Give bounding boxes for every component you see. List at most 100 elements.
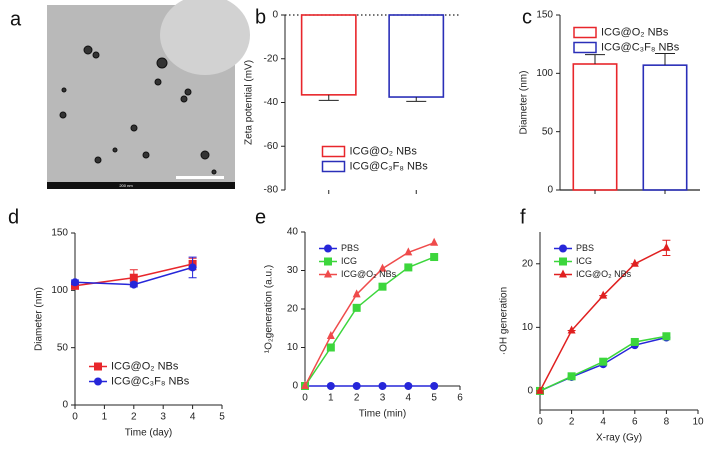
y-tick-label: 0 (527, 386, 533, 397)
marker (324, 257, 332, 266)
marker (352, 382, 361, 390)
marker (352, 303, 361, 312)
marker (599, 290, 608, 299)
particles (59, 45, 217, 175)
marker (94, 362, 102, 371)
x-tick-label: 1 (328, 393, 334, 404)
marker (662, 332, 671, 341)
x-tick-label: 1 (102, 412, 108, 423)
y-tick-label: 10 (522, 322, 534, 333)
marker (430, 253, 439, 262)
legend-label: ICG@O₂ NBs (341, 269, 397, 279)
error-bar (655, 53, 675, 66)
panel-letter: b (255, 6, 266, 28)
marker (129, 273, 138, 282)
scale-strip (47, 182, 235, 189)
marker (559, 257, 567, 266)
marker (559, 244, 567, 253)
scale-bar (176, 176, 224, 179)
marker (326, 330, 335, 339)
x-tick-label: 2 (569, 417, 575, 428)
marker (301, 381, 309, 389)
y-tick-label: 30 (287, 265, 299, 276)
legend-label: ICG (341, 256, 357, 266)
x-tick-label: 6 (457, 393, 463, 404)
x-axis-label: Time (day) (125, 428, 172, 439)
marker (352, 289, 361, 298)
legend-label: ICG@O₂ NBs (601, 26, 669, 38)
x-tick-label: 5 (219, 412, 225, 423)
legend-swatch (573, 41, 597, 54)
marker (630, 337, 639, 346)
marker (378, 382, 387, 390)
y-axis-label: ·OH generation (499, 287, 510, 355)
panel-letter: c (522, 6, 532, 28)
y-tick-label: 0 (62, 400, 68, 411)
y-axis-label: ¹O₂generation (a.u.) (264, 265, 275, 353)
marker (326, 382, 335, 390)
legend-label: PBS (576, 243, 594, 253)
bar (300, 14, 357, 96)
y-tick-label: 150 (51, 228, 68, 239)
marker (324, 269, 332, 278)
x-tick-label: 4 (406, 393, 412, 404)
legend-label: ICG@C₃F₈ NBs (350, 160, 429, 172)
y-axis-label: Diameter (nm) (519, 71, 530, 135)
y-tick-label: 50 (57, 342, 69, 353)
marker (94, 377, 102, 386)
marker (324, 244, 332, 253)
marker (71, 278, 79, 287)
legend-label: PBS (341, 243, 359, 253)
y-axis-label: Diameter (nm) (34, 287, 45, 351)
x-tick-label: 4 (190, 412, 196, 423)
marker (404, 263, 413, 272)
marker (536, 385, 544, 394)
marker (188, 263, 197, 272)
x-tick-label: 8 (664, 417, 670, 428)
legend-swatch (573, 26, 597, 39)
error-bar (585, 54, 605, 64)
image-region (160, 0, 250, 75)
marker (567, 372, 576, 381)
y-tick-label: 100 (536, 68, 553, 79)
panel-letter: f (520, 206, 526, 228)
legend-label: ICG (576, 256, 592, 266)
y-tick-label: 20 (522, 258, 534, 269)
y-tick-label: 0 (547, 185, 553, 196)
y-tick-label: -60 (264, 141, 279, 152)
x-tick-label: 3 (380, 393, 386, 404)
marker (378, 263, 387, 272)
marker (662, 242, 671, 251)
x-tick-label: 0 (72, 412, 78, 423)
bar (388, 14, 445, 98)
x-tick-label: 5 (431, 393, 437, 404)
x-tick-label: 2 (354, 393, 360, 404)
x-tick-label: 2 (131, 412, 137, 423)
x-tick-label: 0 (302, 393, 308, 404)
legend-swatch (321, 160, 346, 173)
marker (599, 357, 608, 366)
marker (404, 247, 413, 256)
bar (642, 64, 688, 191)
y-tick-label: 20 (287, 304, 299, 315)
x-tick-label: 0 (537, 417, 543, 428)
y-tick-label: -40 (264, 97, 279, 108)
y-tick-label: 0 (272, 10, 278, 21)
error-bar (318, 94, 339, 101)
x-axis-label: X-ray (Gy) (596, 433, 642, 444)
panel-letter: e (255, 206, 266, 228)
y-tick-label: 100 (51, 285, 68, 296)
y-tick-label: 150 (536, 10, 553, 21)
y-tick-label: 0 (292, 381, 298, 392)
y-tick-label: 40 (287, 227, 299, 238)
bar (572, 63, 618, 191)
legend-label: ICG@O₂ NBs (576, 269, 632, 279)
marker (430, 382, 439, 390)
x-axis-label: Time (min) (359, 409, 406, 420)
scale-label: 200 nm (119, 183, 133, 188)
legend-swatch (321, 145, 346, 158)
marker (404, 382, 413, 390)
error-bar (406, 97, 427, 102)
series-line (304, 256, 435, 387)
